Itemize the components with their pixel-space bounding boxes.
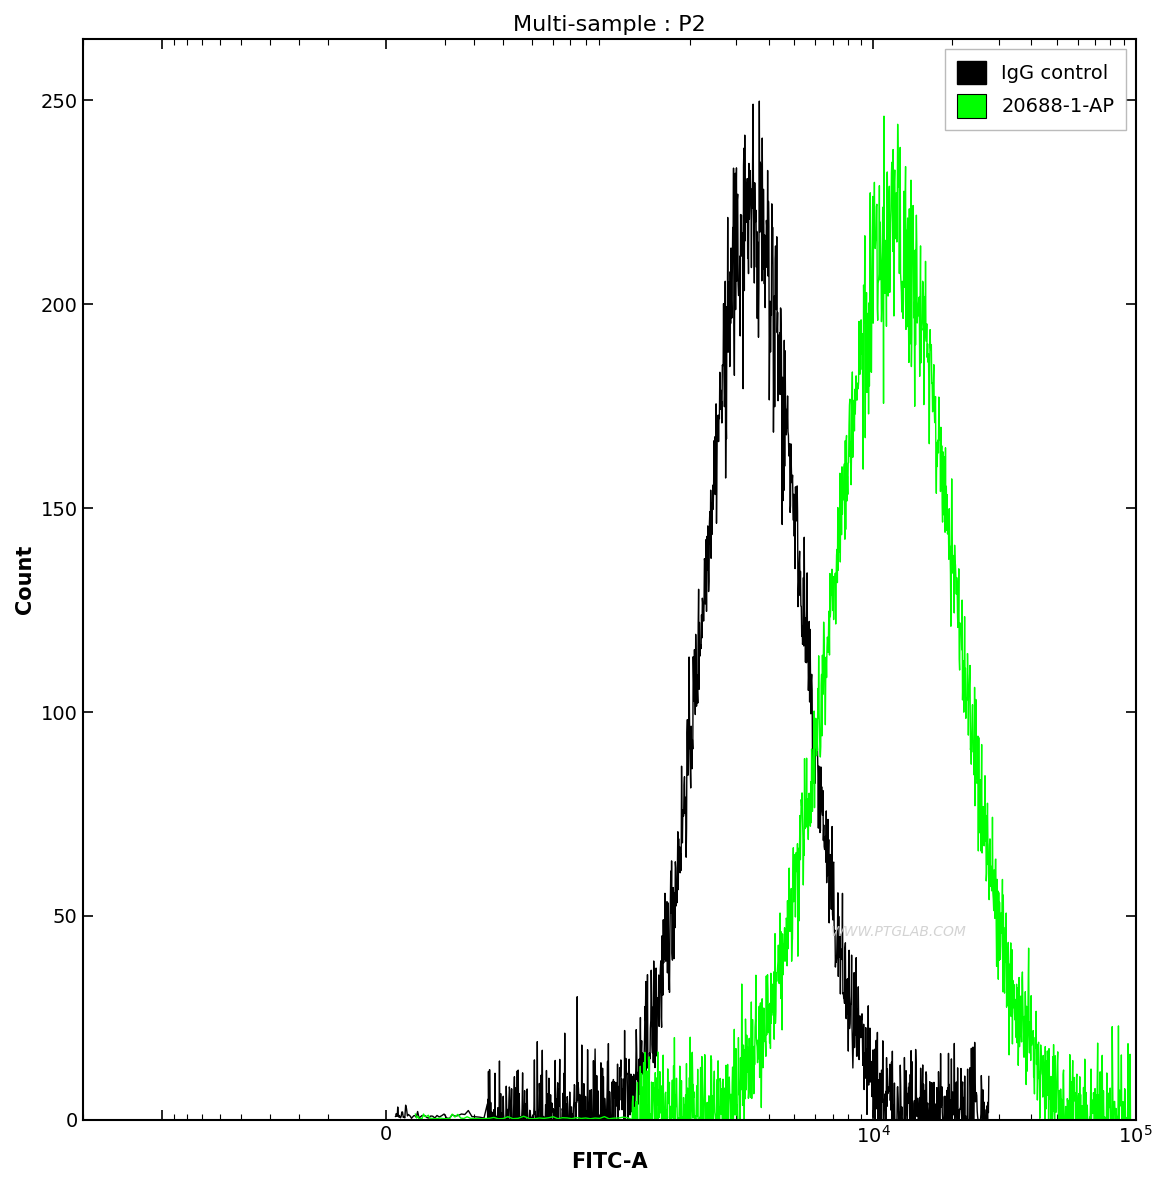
- X-axis label: FITC-A: FITC-A: [571, 1153, 647, 1172]
- Text: WWW.PTGLAB.COM: WWW.PTGLAB.COM: [830, 925, 966, 939]
- Y-axis label: Count: Count: [15, 545, 35, 614]
- Title: Multi-sample : P2: Multi-sample : P2: [513, 15, 705, 34]
- Legend: IgG control, 20688-1-AP: IgG control, 20688-1-AP: [945, 49, 1126, 129]
